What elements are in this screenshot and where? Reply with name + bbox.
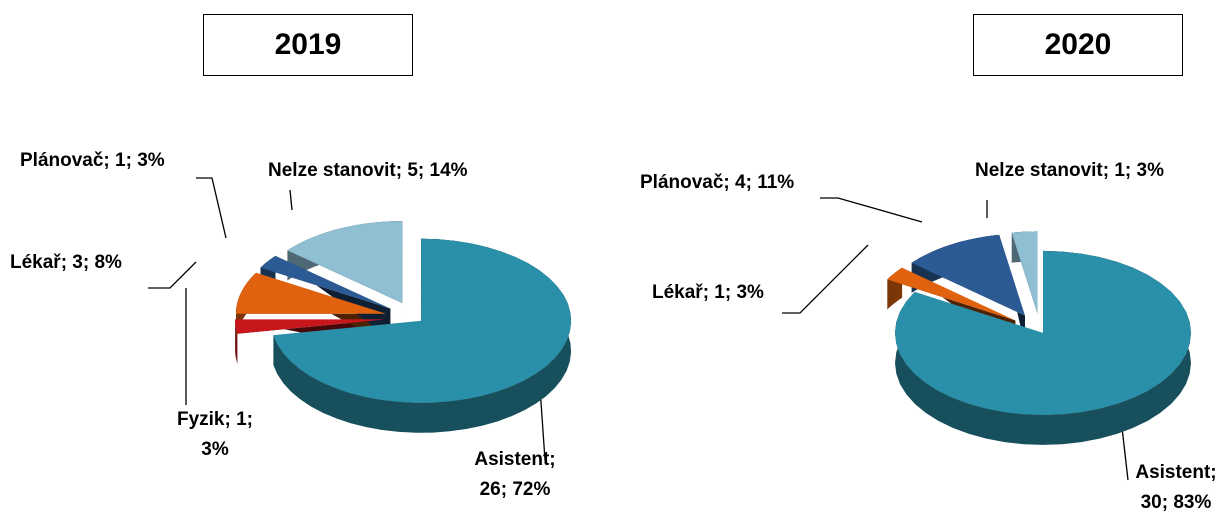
data-label: Lékař; 1; 3% [652, 282, 764, 303]
data-label: Nelze stanovit; 1; 3% [975, 160, 1164, 181]
slice [1011, 231, 1038, 314]
leader-lines [148, 177, 1129, 481]
slice-side [235, 319, 238, 364]
slice [895, 250, 1191, 415]
slice [235, 319, 386, 334]
slice [236, 272, 387, 314]
slice [911, 234, 1025, 316]
data-label: Asistent; 30; 83% [1135, 462, 1217, 513]
leader-line [782, 244, 869, 314]
leader-line [820, 197, 923, 223]
data-label: Nelze stanovit; 5; 14% [268, 160, 468, 181]
chart-title: 2019 [203, 14, 413, 76]
leader-line [148, 261, 197, 289]
data-label: Fyzik; 1; 3% [176, 409, 254, 460]
slice [887, 267, 1016, 321]
data-label: Asistent; 26; 72% [474, 449, 556, 500]
leader-line [289, 189, 293, 211]
leader-line [196, 177, 227, 239]
chart-title: 2020 [973, 14, 1183, 76]
slice [260, 255, 391, 309]
data-label: Plánovač; 4; 11% [640, 172, 795, 193]
data-label: Plánovač; 1; 3% [20, 150, 165, 171]
slice [287, 221, 403, 304]
leader-line [539, 387, 546, 461]
slice [273, 238, 572, 403]
data-label: Lékař; 3; 8% [10, 252, 122, 273]
